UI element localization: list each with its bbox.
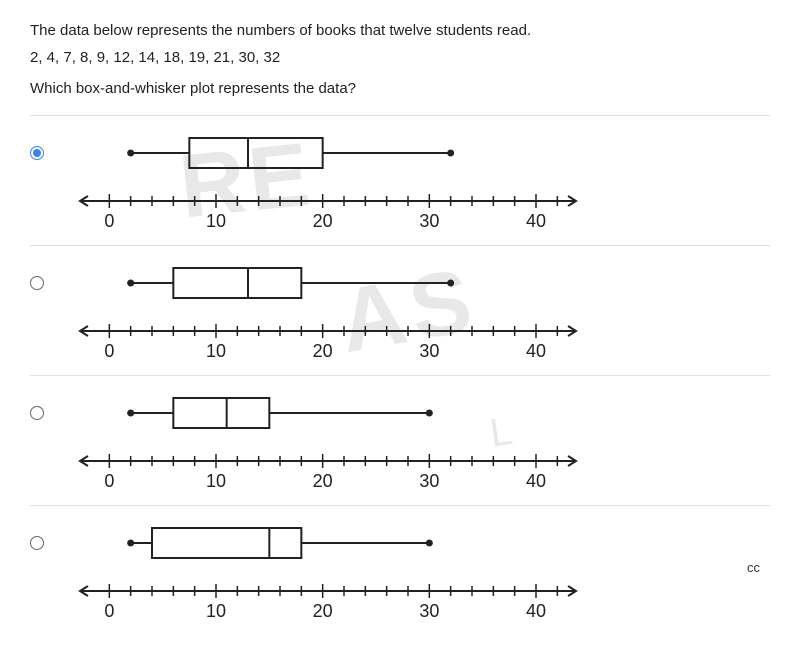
svg-text:0: 0: [104, 471, 114, 491]
question-line-1: The data below represents the numbers of…: [30, 20, 770, 41]
svg-text:20: 20: [313, 471, 333, 491]
svg-text:10: 10: [206, 601, 226, 621]
svg-text:40: 40: [526, 601, 546, 621]
svg-text:30: 30: [419, 211, 439, 231]
answer-option[interactable]: 0 10 20 30 40: [30, 115, 770, 245]
cc-label: cc: [747, 560, 760, 575]
radio-button[interactable]: [30, 536, 44, 550]
svg-text:30: 30: [419, 601, 439, 621]
svg-text:40: 40: [526, 341, 546, 361]
svg-text:0: 0: [104, 211, 114, 231]
radio-button[interactable]: [30, 276, 44, 290]
boxplot: 0 10 20 30 40: [68, 256, 770, 371]
svg-text:10: 10: [206, 211, 226, 231]
answer-option[interactable]: 0 10 20 30 40: [30, 375, 770, 505]
question-prompt: Which box-and-whisker plot represents th…: [30, 78, 770, 99]
answer-options: 0 10 20 30 40 0 10 20 30 40 0 10 20 30 40 0 10 20 30 40: [30, 115, 770, 635]
boxplot: 0 10 20 30 40: [68, 386, 770, 501]
svg-text:0: 0: [104, 601, 114, 621]
svg-text:10: 10: [206, 471, 226, 491]
question-block: The data below represents the numbers of…: [30, 20, 770, 99]
svg-text:10: 10: [206, 341, 226, 361]
svg-text:20: 20: [313, 341, 333, 361]
svg-text:20: 20: [313, 601, 333, 621]
svg-text:40: 40: [526, 211, 546, 231]
boxplot: 0 10 20 30 40: [68, 516, 770, 631]
answer-option[interactable]: 0 10 20 30 40: [30, 505, 770, 635]
svg-text:40: 40: [526, 471, 546, 491]
radio-button[interactable]: [30, 406, 44, 420]
boxplot: 0 10 20 30 40: [68, 126, 770, 241]
question-data-list: 2, 4, 7, 8, 9, 12, 14, 18, 19, 21, 30, 3…: [30, 47, 770, 68]
radio-button[interactable]: [30, 146, 44, 160]
svg-text:30: 30: [419, 471, 439, 491]
svg-text:20: 20: [313, 211, 333, 231]
answer-option[interactable]: 0 10 20 30 40: [30, 245, 770, 375]
svg-text:30: 30: [419, 341, 439, 361]
svg-text:0: 0: [104, 341, 114, 361]
